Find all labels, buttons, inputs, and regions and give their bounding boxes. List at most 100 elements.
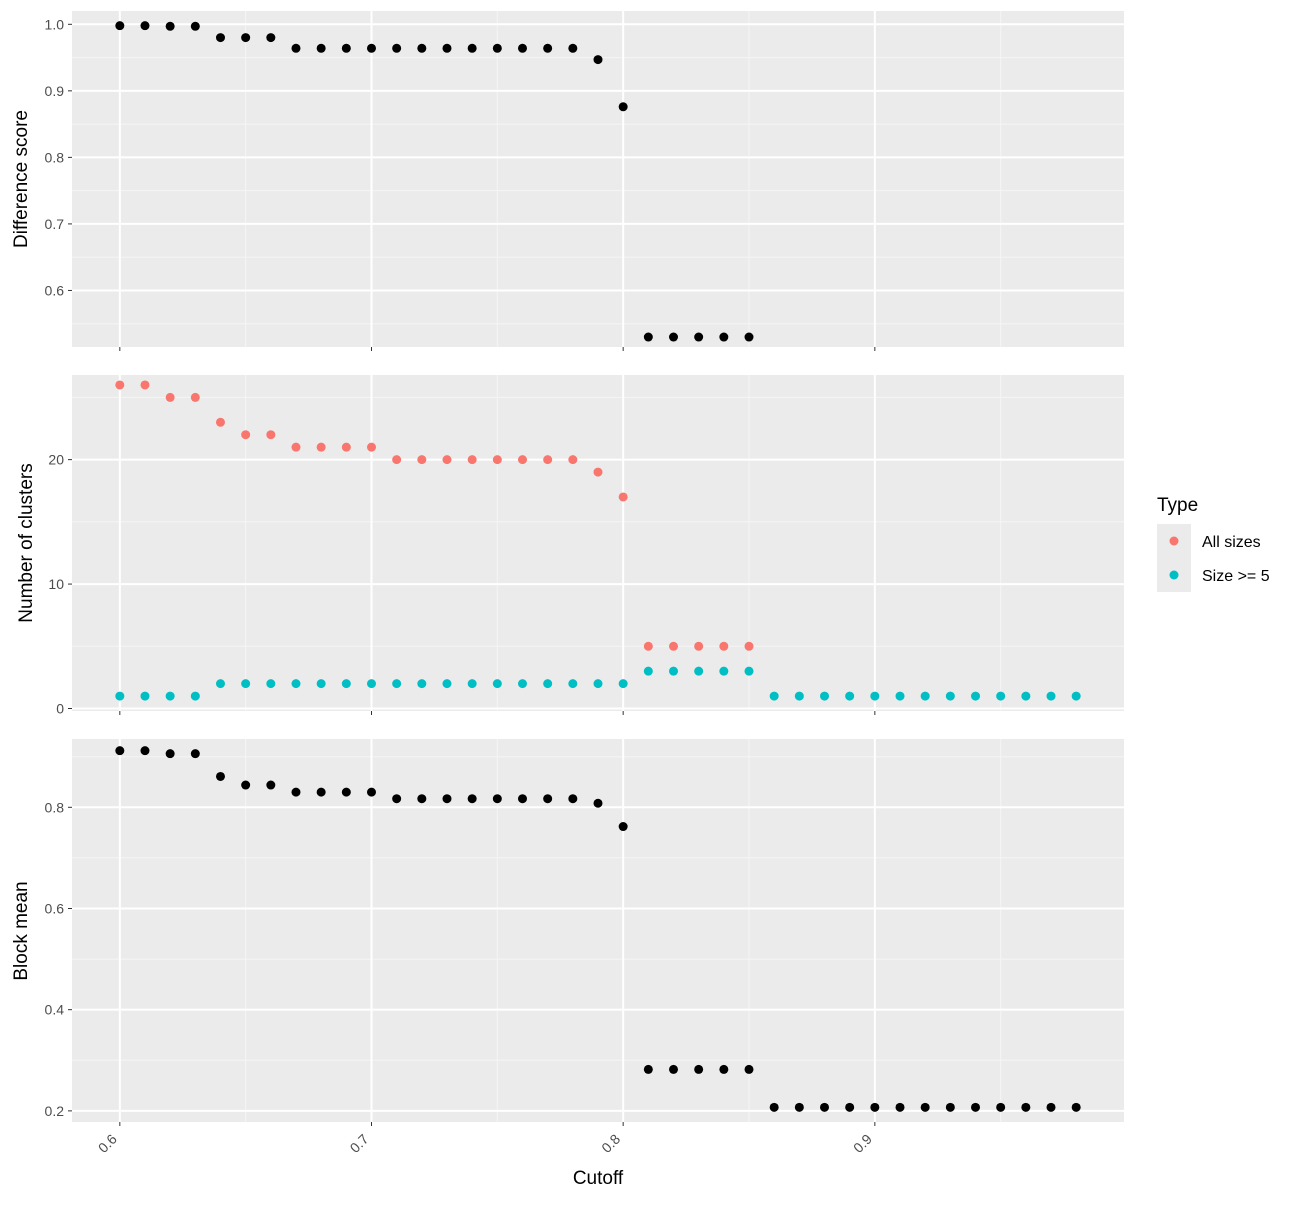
y-tick-label: 0 <box>56 701 64 717</box>
data-point <box>593 679 603 689</box>
y-tick-label: 0.4 <box>45 1002 65 1018</box>
x-tick-label: 0.9 <box>850 1131 875 1156</box>
data-point <box>945 1102 955 1112</box>
data-point <box>115 691 125 701</box>
data-point <box>241 679 251 689</box>
data-point <box>190 21 200 31</box>
data-point <box>719 1064 729 1074</box>
y-tick-label: 1.0 <box>45 16 65 32</box>
data-point <box>593 467 603 477</box>
data-point <box>920 1102 930 1112</box>
data-point <box>366 442 376 452</box>
data-point <box>593 798 603 808</box>
data-point <box>794 691 804 701</box>
data-point <box>593 55 603 65</box>
y-tick-label: 0.6 <box>45 282 65 298</box>
data-point <box>719 641 729 651</box>
data-point <box>618 679 628 689</box>
data-point <box>568 794 578 804</box>
data-point <box>643 1064 653 1074</box>
data-point <box>669 666 679 676</box>
data-point <box>215 33 225 43</box>
data-point <box>694 641 704 651</box>
data-point <box>643 666 653 676</box>
data-point <box>618 492 628 502</box>
data-point <box>643 332 653 342</box>
data-point <box>140 691 150 701</box>
data-point <box>115 21 125 31</box>
data-point <box>291 442 301 452</box>
data-point <box>467 794 477 804</box>
data-point <box>996 1102 1006 1112</box>
data-point <box>543 43 553 53</box>
data-point <box>165 21 175 31</box>
data-point <box>794 1102 804 1112</box>
y-tick-label: 0.6 <box>45 900 65 916</box>
data-point <box>996 691 1006 701</box>
data-point <box>115 380 125 390</box>
data-point <box>341 43 351 53</box>
data-point <box>568 455 578 465</box>
panel-background <box>72 375 1124 711</box>
data-point <box>845 691 855 701</box>
data-point <box>165 691 175 701</box>
data-point <box>467 679 477 689</box>
data-point <box>190 691 200 701</box>
data-point <box>392 43 402 53</box>
data-point <box>1046 691 1056 701</box>
data-point <box>266 780 276 790</box>
data-point <box>870 1102 880 1112</box>
data-point <box>920 691 930 701</box>
data-point <box>266 679 276 689</box>
data-point <box>1071 691 1081 701</box>
data-point <box>442 43 452 53</box>
data-point <box>1021 1102 1031 1112</box>
data-point <box>115 746 125 756</box>
data-point <box>392 679 402 689</box>
y-tick-label: 0.8 <box>45 149 65 165</box>
y-axis-title: Block mean <box>11 881 32 980</box>
data-point <box>820 691 830 701</box>
panels-layer: 0.6 0.7 0.8 0.9 1.0 Difference score 0 10 20 Numb… <box>11 11 1124 1156</box>
data-point <box>517 455 527 465</box>
data-point <box>568 43 578 53</box>
data-point <box>442 794 452 804</box>
data-point <box>366 679 376 689</box>
data-point <box>618 102 628 112</box>
data-point <box>492 679 502 689</box>
data-point <box>341 442 351 452</box>
data-point <box>517 679 527 689</box>
data-point <box>140 380 150 390</box>
data-point <box>744 332 754 342</box>
data-point <box>618 822 628 832</box>
data-point <box>417 43 427 53</box>
data-point <box>442 455 452 465</box>
data-point <box>543 679 553 689</box>
data-point <box>341 679 351 689</box>
y-tick-label: 0.7 <box>45 216 65 232</box>
data-point <box>669 332 679 342</box>
data-point <box>316 787 326 797</box>
data-point <box>669 641 679 651</box>
data-point <box>241 33 251 43</box>
data-point <box>417 679 427 689</box>
data-point <box>165 392 175 402</box>
data-point <box>744 1064 754 1074</box>
y-axis-title: Difference score <box>11 110 32 248</box>
data-point <box>517 794 527 804</box>
data-point <box>442 679 452 689</box>
data-point <box>492 794 502 804</box>
data-point <box>694 1064 704 1074</box>
panel-3: 0.2 0.4 0.6 0.8 0.6 0.7 0.8 0.9 Block mean <box>11 739 1124 1156</box>
data-point <box>215 679 225 689</box>
y-axis-title: Number of clusters <box>16 463 37 622</box>
data-point <box>543 794 553 804</box>
data-point <box>492 43 502 53</box>
data-point <box>366 787 376 797</box>
legend-label-size-ge-5: Size >= 5 <box>1202 568 1270 585</box>
data-point <box>467 455 477 465</box>
data-point <box>517 43 527 53</box>
data-point <box>366 43 376 53</box>
y-tick-label: 0.9 <box>45 83 65 99</box>
